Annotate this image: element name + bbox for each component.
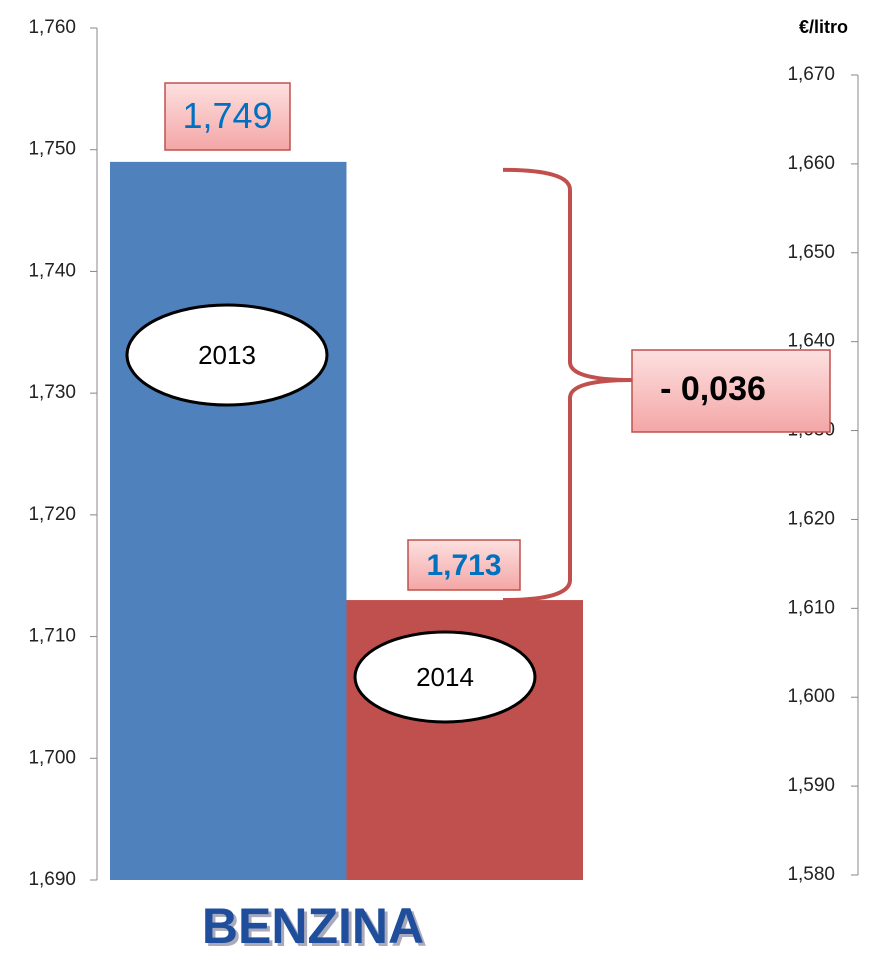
y2-tick-label: 1,600 [787, 686, 835, 707]
y-tick-label: 1,730 [28, 382, 76, 403]
value-label-box [164, 82, 291, 151]
bracket [502, 167, 633, 603]
y-tick-label: 1,700 [28, 747, 76, 768]
value-label: 1,749 [182, 95, 272, 136]
y2-tick-label: 1,610 [787, 597, 835, 618]
bar [110, 161, 347, 880]
x-label: BENZINA [202, 898, 424, 954]
y-tick-label: 1,760 [28, 17, 76, 38]
y-tick-label: 1,710 [28, 626, 76, 647]
y-tick-label: 1,750 [28, 139, 76, 160]
y2-tick-label: 1,670 [787, 64, 835, 85]
x-tick-label: 2013 [198, 340, 256, 370]
y-tick-label: 1,740 [28, 260, 76, 281]
value-label-box [407, 539, 521, 591]
category-ellipse [125, 303, 329, 407]
y2-tick-label: 1,650 [787, 242, 835, 263]
y-tick-label: 1,690 [28, 869, 76, 890]
y2-tick-label: 1,660 [787, 153, 835, 174]
category-ellipse [353, 630, 537, 724]
y2-tick-label: 1,640 [787, 331, 835, 352]
y-tick-label: 1,720 [28, 504, 76, 525]
annotation-box [631, 349, 831, 433]
value-label: 1,713 [426, 549, 501, 582]
y2-tick-label: 1,580 [787, 864, 835, 885]
y2-tick-label: 1,620 [787, 508, 835, 529]
x-tick-label: 2014 [416, 662, 474, 692]
x-label-shadow: BENZINA [205, 901, 427, 957]
annotation: - 0,036 [660, 370, 766, 408]
y2-tick-label: 1,590 [787, 775, 835, 796]
y2-axis-title: €/litro [799, 17, 848, 37]
